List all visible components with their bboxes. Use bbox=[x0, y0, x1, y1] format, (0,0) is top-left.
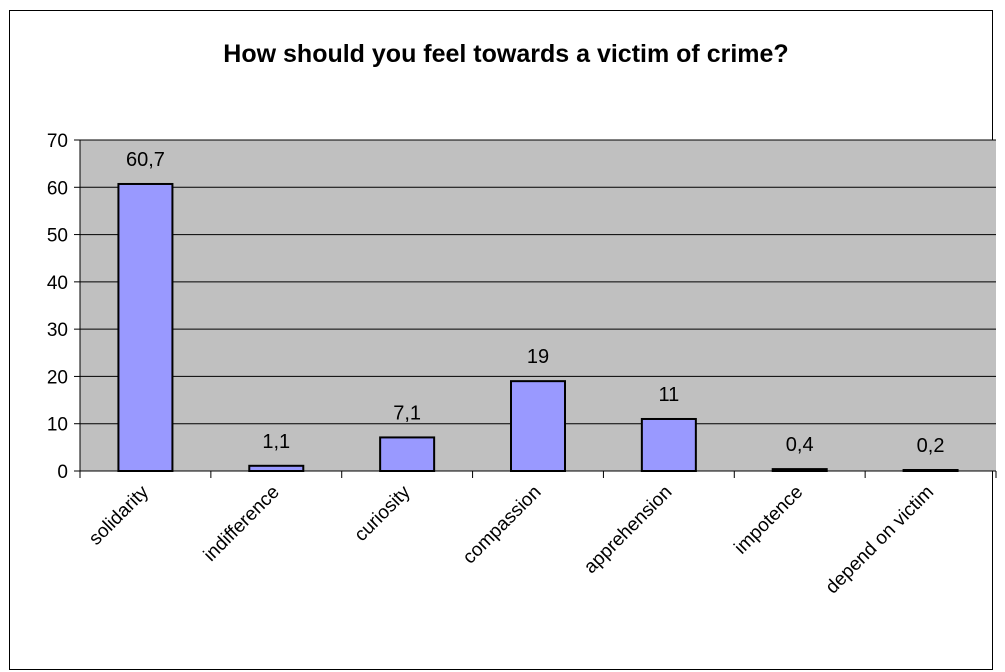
y-tick-label-50: 50 bbox=[47, 226, 68, 247]
data-label-indifference: 1,1 bbox=[262, 431, 290, 453]
bar-indifference bbox=[248, 464, 305, 473]
x-axis-categories: solidarity indifference curiosity compassio… bbox=[85, 481, 938, 598]
data-label-depend-on-victim: 0,2 bbox=[917, 435, 945, 457]
category-label-depend-on-victim: depend on victim bbox=[822, 482, 938, 598]
gridlines bbox=[80, 139, 996, 425]
data-label-solidarity: 60,7 bbox=[126, 149, 165, 171]
bar-compassion bbox=[510, 380, 566, 472]
data-label-apprehension: 11 bbox=[658, 384, 679, 406]
y-tick-label-20: 20 bbox=[47, 367, 68, 388]
category-label-impotence: impotence bbox=[730, 482, 807, 559]
y-axis-ticks: 0 10 20 30 40 50 60 70 bbox=[47, 131, 80, 483]
data-labels: 60,7 1,1 7,1 19 11 0,4 0,2 bbox=[126, 149, 945, 457]
bars bbox=[117, 182, 959, 473]
category-label-solidarity: solidarity bbox=[85, 481, 153, 549]
data-label-compassion: 19 bbox=[527, 346, 549, 368]
x-axis-ticks bbox=[79, 471, 997, 478]
category-label-indifference: indifference bbox=[200, 482, 284, 566]
y-tick-label-60: 60 bbox=[47, 178, 68, 199]
y-tick-label-10: 10 bbox=[47, 415, 68, 436]
y-tick-label-0: 0 bbox=[57, 462, 68, 483]
data-label-curiosity: 7,1 bbox=[393, 402, 421, 424]
chart-title: How should you feel towards a victim of … bbox=[223, 40, 788, 68]
bar-solidarity bbox=[117, 182, 174, 472]
data-label-impotence: 0,4 bbox=[786, 434, 814, 456]
category-label-compassion: compassion bbox=[459, 482, 546, 569]
category-label-curiosity: curiosity bbox=[351, 481, 415, 545]
bar-apprehension bbox=[640, 417, 697, 473]
bar-curiosity bbox=[379, 436, 436, 473]
y-tick-label-70: 70 bbox=[47, 131, 68, 152]
category-label-apprehension: apprehension bbox=[580, 482, 676, 578]
y-tick-label-40: 40 bbox=[47, 273, 68, 294]
axes bbox=[79, 140, 996, 472]
y-tick-label-30: 30 bbox=[47, 320, 68, 341]
